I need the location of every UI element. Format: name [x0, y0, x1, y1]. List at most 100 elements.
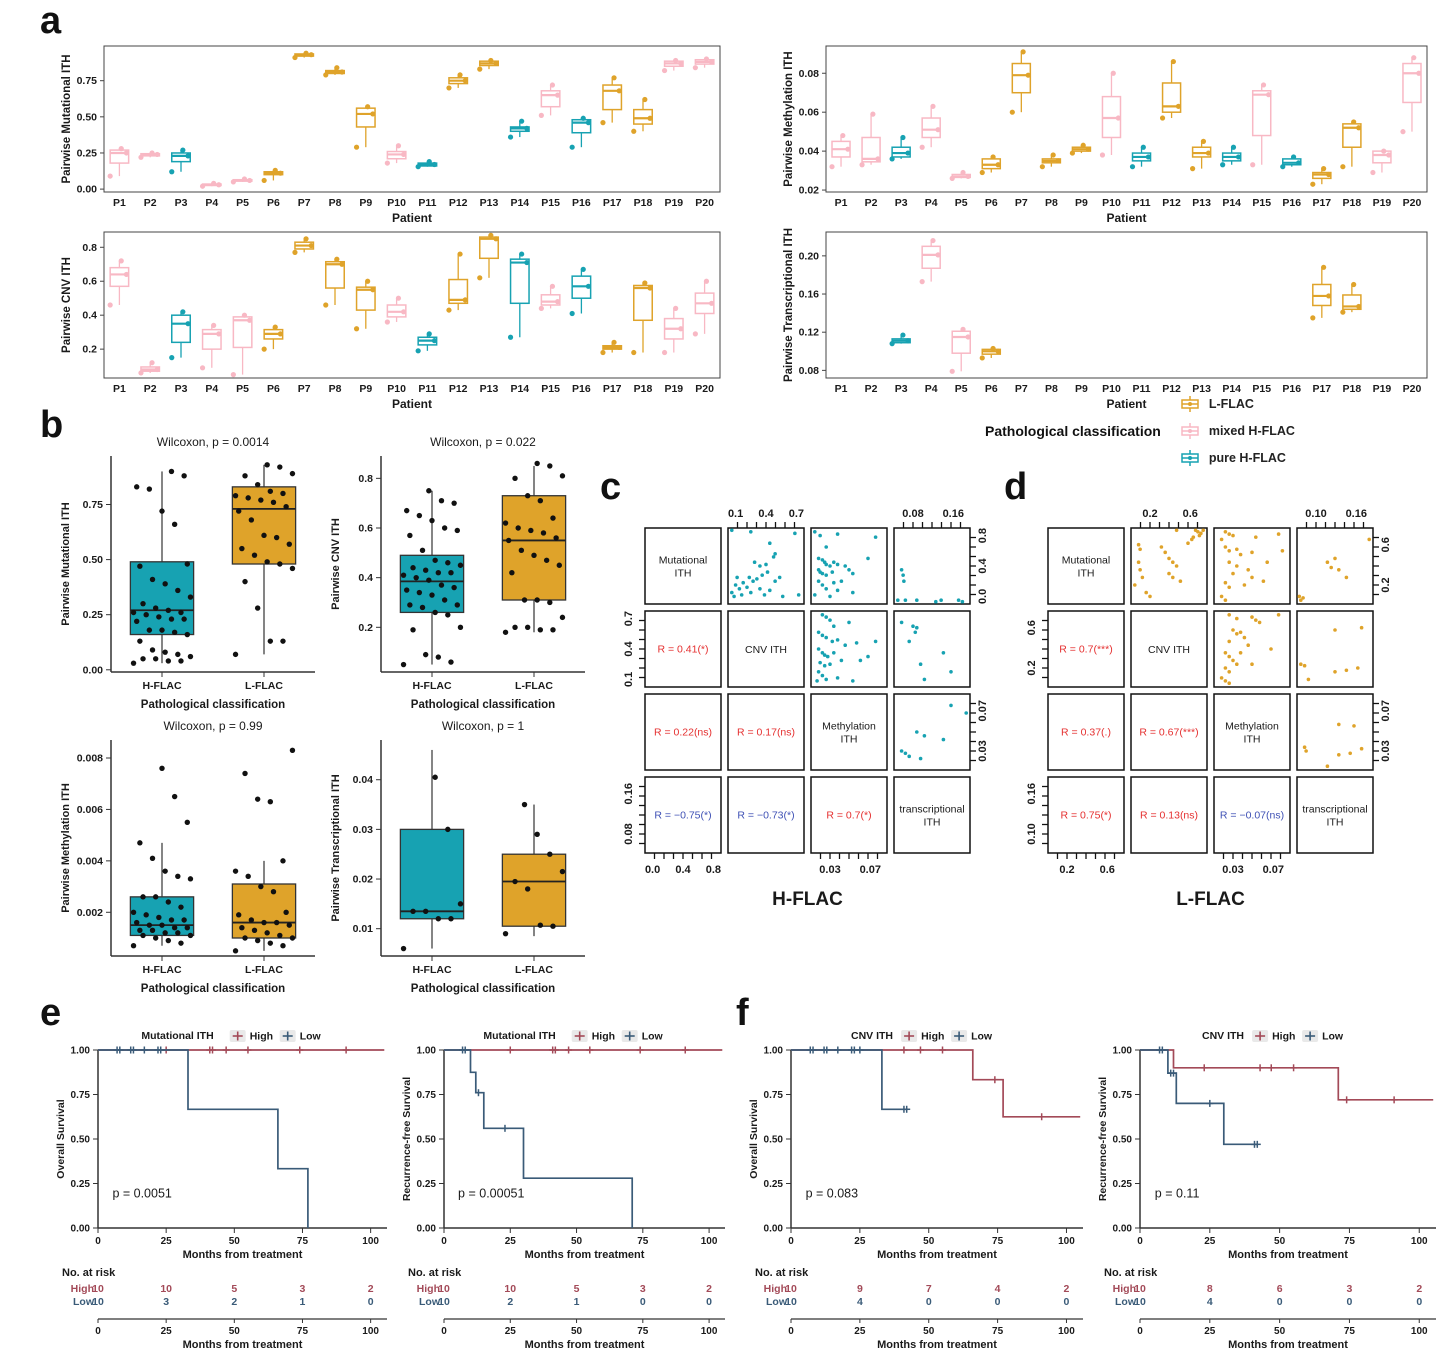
svg-text:50: 50 [923, 1326, 935, 1337]
svg-text:P11: P11 [1132, 197, 1150, 209]
svg-text:0.16: 0.16 [799, 289, 820, 301]
svg-text:No. at risk: No. at risk [755, 1267, 809, 1279]
svg-text:P19: P19 [1373, 383, 1392, 395]
svg-text:4: 4 [857, 1296, 863, 1308]
svg-text:4: 4 [995, 1283, 1001, 1295]
svg-text:R = 0.22(ns): R = 0.22(ns) [654, 727, 712, 739]
svg-text:25: 25 [854, 1236, 866, 1247]
svg-text:H-FLAC: H-FLAC [772, 889, 843, 910]
svg-text:P12: P12 [1162, 197, 1181, 209]
svg-text:10: 10 [785, 1283, 797, 1295]
svg-text:R = 0.7(*): R = 0.7(*) [826, 810, 871, 822]
svg-text:Pairwise Mutational ITH: Pairwise Mutational ITH [61, 54, 73, 183]
svg-text:Pairwise Methylation ITH: Pairwise Methylation ITH [783, 51, 795, 186]
panel-label-d: d [1004, 466, 1028, 508]
svg-text:1: 1 [300, 1296, 306, 1308]
svg-text:100: 100 [1058, 1326, 1075, 1337]
panel-a-mutational-ith-boxplot: 0.00 0.25 0.50 0.75 P1 P2 P3 P4 P5 P6 P7 P8 P9 P10 P11… [61, 45, 721, 225]
svg-text:8: 8 [1207, 1283, 1213, 1295]
svg-text:0.006: 0.006 [77, 804, 103, 816]
svg-text:0.50: 0.50 [1113, 1135, 1133, 1146]
svg-text:0.6: 0.6 [82, 276, 97, 288]
svg-text:P13: P13 [480, 383, 499, 395]
svg-text:Months from treatment: Months from treatment [183, 1339, 303, 1351]
boxplot-key-icon [1181, 450, 1199, 466]
svg-text:0: 0 [368, 1296, 374, 1308]
svg-text:0.07: 0.07 [1380, 700, 1392, 721]
svg-text:9: 9 [857, 1283, 863, 1295]
svg-text:P13: P13 [1192, 197, 1211, 209]
svg-text:P7: P7 [1015, 383, 1028, 395]
svg-text:Wilcoxon, p = 0.0014: Wilcoxon, p = 0.0014 [157, 435, 270, 449]
svg-text:P16: P16 [572, 383, 591, 395]
svg-text:High: High [250, 1031, 273, 1043]
legend-item-l-flac: L-FLAC [1179, 394, 1295, 414]
svg-text:25: 25 [505, 1236, 517, 1247]
svg-text:0.50: 0.50 [77, 111, 98, 123]
svg-text:0.08: 0.08 [623, 823, 635, 844]
svg-text:P2: P2 [144, 383, 157, 395]
svg-text:Wilcoxon, p = 0.022: Wilcoxon, p = 0.022 [430, 435, 536, 449]
svg-text:2: 2 [1064, 1283, 1070, 1295]
svg-text:P11: P11 [418, 197, 436, 209]
svg-text:High: High [592, 1031, 615, 1043]
svg-text:Pairwise CNV ITH: Pairwise CNV ITH [61, 257, 73, 353]
svg-text:P9: P9 [359, 197, 372, 209]
svg-text:10: 10 [92, 1283, 104, 1295]
legend-item-label: L-FLAC [1208, 397, 1254, 411]
svg-text:P6: P6 [267, 383, 280, 395]
svg-text:0.002: 0.002 [77, 907, 103, 919]
svg-text:0.50: 0.50 [417, 1135, 437, 1146]
svg-text:0.03: 0.03 [819, 864, 840, 876]
svg-text:Mutational: Mutational [1062, 555, 1110, 567]
svg-text:25: 25 [1204, 1236, 1216, 1247]
svg-text:P6: P6 [267, 197, 280, 209]
svg-text:0.25: 0.25 [71, 1179, 91, 1190]
svg-text:0.4: 0.4 [977, 557, 989, 573]
svg-text:3: 3 [300, 1283, 306, 1295]
svg-text:100: 100 [1411, 1326, 1428, 1337]
svg-text:Mutational ITH: Mutational ITH [141, 1030, 213, 1042]
svg-text:P6: P6 [985, 383, 998, 395]
svg-text:P14: P14 [1222, 383, 1241, 395]
svg-text:0.8: 0.8 [82, 242, 97, 254]
svg-text:0: 0 [926, 1296, 932, 1308]
svg-text:100: 100 [1058, 1236, 1075, 1247]
svg-text:100: 100 [701, 1326, 718, 1337]
svg-text:50: 50 [571, 1326, 583, 1337]
svg-text:H-FLAC: H-FLAC [142, 964, 181, 976]
svg-text:Overall Survival: Overall Survival [55, 1099, 67, 1178]
svg-text:75: 75 [297, 1236, 309, 1247]
svg-text:0: 0 [788, 1326, 794, 1337]
svg-text:P15: P15 [1252, 383, 1271, 395]
svg-text:P11: P11 [1132, 383, 1150, 395]
svg-text:transcriptional: transcriptional [1302, 804, 1367, 816]
svg-text:0: 0 [95, 1326, 101, 1337]
svg-text:Mutational ITH: Mutational ITH [483, 1030, 555, 1042]
svg-text:75: 75 [637, 1326, 649, 1337]
svg-text:0.75: 0.75 [1113, 1090, 1133, 1101]
legend-item-label: mixed H-FLAC [1208, 424, 1295, 438]
svg-text:Months from treatment: Months from treatment [183, 1249, 303, 1261]
svg-text:0.03: 0.03 [977, 740, 989, 761]
svg-text:0.00: 0.00 [417, 1224, 437, 1235]
svg-text:P14: P14 [510, 197, 529, 209]
svg-text:ITH: ITH [1327, 817, 1344, 829]
svg-text:2: 2 [706, 1283, 712, 1295]
svg-text:10: 10 [1134, 1296, 1146, 1308]
svg-text:0.07: 0.07 [1263, 864, 1284, 876]
svg-text:P8: P8 [329, 197, 342, 209]
svg-text:R = 0.7(***): R = 0.7(***) [1059, 644, 1112, 656]
svg-text:ITH: ITH [1078, 568, 1095, 580]
panel-b-cnv-comparison-boxplot: Wilcoxon, p = 0.022 0.2 0.4 0.6 0.8 H-FLAC L-F… [330, 435, 585, 711]
panel-b-mutational-comparison-boxplot: Wilcoxon, p = 0.0014 0.00 0.25 0.50 0.75 H-FL… [60, 435, 315, 711]
svg-text:P2: P2 [865, 197, 878, 209]
svg-text:High: High [764, 1283, 787, 1295]
svg-text:P4: P4 [205, 197, 218, 209]
svg-text:No. at risk: No. at risk [408, 1267, 462, 1279]
svg-text:0.2: 0.2 [358, 622, 373, 634]
svg-text:0.04: 0.04 [799, 146, 820, 158]
svg-text:P9: P9 [1075, 197, 1088, 209]
svg-text:0.25: 0.25 [417, 1179, 437, 1190]
